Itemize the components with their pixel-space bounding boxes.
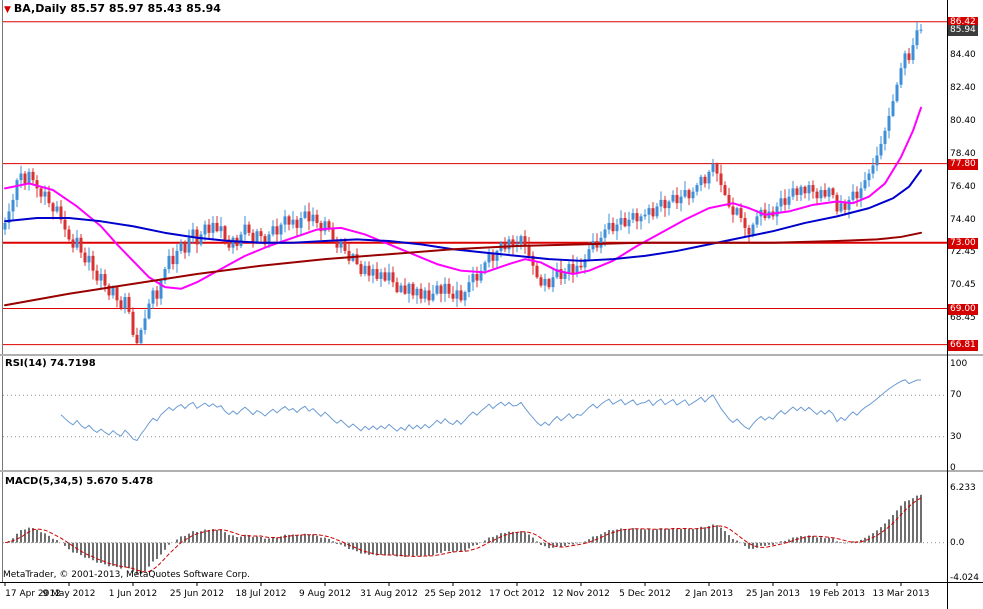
macd-panel-plot[interactable] [3,494,947,575]
support-resistance-lines[interactable] [3,21,947,346]
time-axis[interactable]: 17 Apr 2012 9 May 2012 1 Jun 2012 25 Jun 20… [0,583,948,609]
candles-layer[interactable] [3,21,923,345]
price-axis[interactable]: 84.40 82.40 80.40 78.40 76.40 74.40 72.45 70.45… [948,0,983,609]
symbol-triangle-icon: ▼ [4,5,11,15]
date-tick-label: 17 Apr 2012 [5,589,61,599]
date-tick-label: 17 Oct 2012 [489,589,545,599]
rsi-tick-label: 100 [950,359,968,369]
ma-line-fast-magenta[interactable] [4,106,922,290]
ma-line-long-darkred[interactable] [4,231,922,307]
date-tick-label: 9 May 2012 [42,589,96,599]
price-tick-label: 72.45 [950,246,976,257]
current-price-badge: 85.94 [948,24,978,36]
macd-indicator-label: MACD(5,34,5) 5.670 5.478 [5,476,154,487]
rsi-panel-plot[interactable] [3,379,947,442]
sr-price-badge: 73.00 [948,237,978,249]
price-tick-label: 76.40 [950,181,976,192]
date-tick-label: 2 Jan 2013 [684,589,734,599]
sr-price-badge: 69.00 [948,303,978,315]
sr-price-badge: 86.42 [948,16,978,28]
macd-tick-label: -4.024 [950,573,980,583]
rsi-tick-label: 0 [950,463,956,473]
date-tick-label: 25 Jun 2012 [169,589,225,599]
rsi-tick-label: 70 [950,390,962,401]
price-tick-label: 74.40 [950,214,976,225]
date-tick-label: 5 Dec 2012 [619,589,671,599]
date-tick-label: 12 Nov 2012 [552,589,610,599]
price-tick-label: 68.45 [950,312,976,323]
copyright-text: MetaTrader, © 2001-2013, MetaQuotes Soft… [3,570,250,580]
date-tick-label: 25 Jan 2013 [746,589,800,599]
price-tick-label: 70.45 [950,279,976,290]
rsi-line[interactable] [60,379,922,442]
price-tick-label: 78.40 [950,148,976,159]
price-tick-label: 80.40 [950,115,976,126]
date-tick-label: 19 Feb 2013 [808,589,865,599]
macd-tick-label: 0.0 [950,537,965,548]
date-tick-label: 9 Aug 2012 [299,589,351,599]
panel-separator[interactable] [0,470,983,472]
panel-separator[interactable] [0,354,983,356]
date-tick-label: 25 Sep 2012 [424,589,482,599]
rsi-tick-label: 30 [950,431,962,442]
chart-title: ▼ BA,Daily 85.57 85.97 85.43 85.94 [4,2,221,15]
price-tick-label: 82.40 [950,82,976,93]
macd-signal-line[interactable] [4,497,922,573]
sr-price-badge: 66.81 [948,339,978,351]
date-tick-label: 1 Jun 2012 [108,589,158,599]
macd-tick-label: 6.233 [950,483,976,493]
date-tick-label: 31 Aug 2012 [360,589,418,599]
date-tick-label: 18 Jul 2012 [235,589,287,599]
rsi-indicator-label: RSI(14) 74.7198 [5,358,96,369]
date-tick-label: 13 Mar 2013 [872,589,930,599]
chart-title-text: BA,Daily 85.57 85.97 85.43 85.94 [13,2,221,15]
price-tick-label: 84.40 [950,50,976,61]
ma-line-mid-blue[interactable] [4,169,922,262]
sr-price-badge: 77.80 [948,158,978,170]
